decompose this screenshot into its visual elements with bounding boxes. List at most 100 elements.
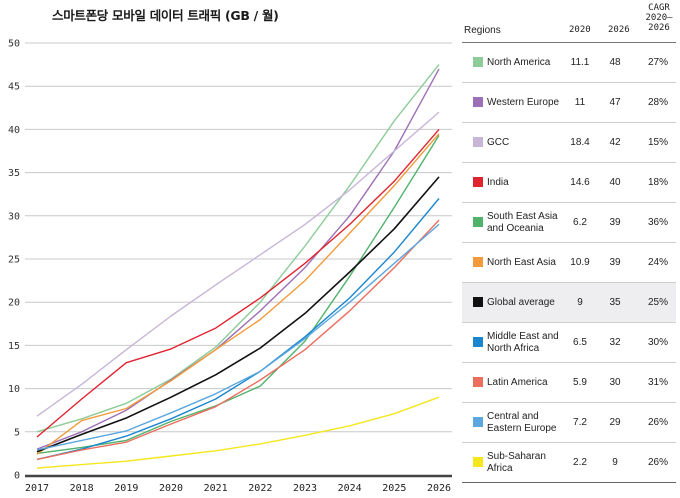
value-cagr: 26% bbox=[647, 417, 668, 428]
value-2020: 14.6 bbox=[570, 177, 590, 188]
y-tick-label: 20 bbox=[8, 298, 20, 309]
value-cagr: 24% bbox=[647, 257, 668, 268]
table-row: Middle East and North Africa 6.5 32 30% bbox=[462, 323, 676, 363]
value-2020: 6.2 bbox=[573, 217, 587, 228]
series-line-western-europe bbox=[36, 68, 440, 450]
series-line-gcc bbox=[36, 111, 440, 417]
table-row: Latin America 5.9 30 31% bbox=[462, 363, 676, 403]
chart-title: 스마트폰당 모바일 데이터 트래픽 (GB / 월) bbox=[52, 8, 279, 23]
y-tick-label: 15 bbox=[8, 341, 20, 352]
series-line-latin-america bbox=[36, 219, 440, 461]
header-cagr-line3: 2026 bbox=[648, 23, 670, 33]
value-2026: 47 bbox=[609, 97, 621, 108]
x-tick-label: 2019 bbox=[114, 483, 138, 494]
legend-swatch-icon bbox=[473, 417, 483, 427]
header-2026: 2026 bbox=[608, 25, 630, 35]
header-2020: 2020 bbox=[569, 25, 591, 35]
legend-swatch-icon bbox=[473, 57, 483, 67]
region-name: Central and Eastern Europe bbox=[487, 411, 557, 434]
x-tick-label: 2022 bbox=[248, 483, 272, 494]
x-axis-ticks: 2017 2018 2019 2020 2021 2022 2023 2024 2025 2026 bbox=[25, 483, 451, 494]
table-row: GCC 18.4 42 15% bbox=[462, 123, 676, 163]
value-cagr: 36% bbox=[647, 217, 668, 228]
table-row: Western Europe 11 47 28% bbox=[462, 83, 676, 123]
legend-swatch-icon bbox=[473, 177, 483, 187]
y-tick-label: 50 bbox=[8, 39, 20, 50]
value-2020: 18.4 bbox=[570, 137, 590, 148]
region-name: Latin America bbox=[487, 376, 548, 388]
value-cagr: 31% bbox=[647, 377, 668, 388]
value-2026: 39 bbox=[609, 257, 621, 268]
x-tick-label: 2020 bbox=[159, 483, 183, 494]
header-regions: Regions bbox=[464, 25, 501, 36]
legend-swatch-icon bbox=[473, 457, 483, 467]
series-line-north-east-asia bbox=[36, 133, 440, 455]
header-cagr-line2: 2020– bbox=[645, 13, 673, 23]
value-cagr: 26% bbox=[647, 457, 668, 468]
legend-swatch-icon bbox=[473, 97, 483, 107]
legend-swatch-icon bbox=[473, 217, 483, 227]
region-name: North America bbox=[487, 56, 551, 68]
y-tick-label: 35 bbox=[8, 168, 20, 179]
table-row: India 14.6 40 18% bbox=[462, 163, 676, 203]
region-name: Western Europe bbox=[487, 96, 560, 108]
series-line-north-america bbox=[36, 64, 440, 433]
region-name: North East Asia bbox=[487, 256, 556, 268]
region-name: India bbox=[487, 176, 509, 188]
legend-swatch-icon bbox=[473, 257, 483, 267]
x-tick-label: 2026 bbox=[427, 483, 451, 494]
value-cagr: 18% bbox=[647, 177, 668, 188]
value-cagr: 27% bbox=[647, 57, 668, 68]
series-line-india bbox=[36, 128, 440, 438]
legend-swatch-icon bbox=[473, 377, 483, 387]
value-2026: 9 bbox=[612, 457, 618, 468]
table-row: South East Asia and Oceania 6.2 39 36% bbox=[462, 203, 676, 243]
x-tick-label: 2021 bbox=[204, 483, 228, 494]
series-line-central-and-eastern-europe bbox=[36, 223, 440, 451]
value-2020: 11.1 bbox=[570, 57, 590, 68]
x-tick-label: 2018 bbox=[70, 483, 94, 494]
legend-swatch-icon bbox=[473, 137, 483, 147]
value-2020: 6.5 bbox=[573, 337, 587, 348]
y-tick-label: 25 bbox=[8, 255, 20, 266]
value-2026: 29 bbox=[609, 417, 621, 428]
table-row: Sub-Saharan Africa 2.2 9 26% bbox=[462, 443, 676, 483]
gridlines bbox=[25, 42, 452, 433]
series-line-sub-saharan-africa bbox=[36, 396, 440, 469]
region-name: Sub-Saharan Africa bbox=[487, 451, 546, 474]
y-tick-label: 5 bbox=[14, 427, 20, 438]
value-cagr: 15% bbox=[647, 137, 668, 148]
value-2026: 48 bbox=[609, 57, 621, 68]
series-line-global-average bbox=[36, 176, 440, 453]
header-cagr-line1: CAGR bbox=[648, 3, 670, 13]
table-row: North America 11.1 48 27% bbox=[462, 43, 676, 83]
value-cagr: 30% bbox=[647, 337, 668, 348]
x-tick-label: 2024 bbox=[338, 483, 362, 494]
value-cagr: 28% bbox=[647, 97, 668, 108]
y-tick-label: 45 bbox=[8, 82, 20, 93]
value-2026: 39 bbox=[609, 217, 621, 228]
table-row: North East Asia 10.9 39 24% bbox=[462, 243, 676, 283]
value-2026: 30 bbox=[609, 377, 621, 388]
value-2020: 11 bbox=[574, 97, 586, 108]
x-tick-label: 2017 bbox=[25, 483, 49, 494]
table-row: Central and Eastern Europe 7.2 29 26% bbox=[462, 403, 676, 443]
legend-swatch-icon bbox=[473, 297, 483, 307]
value-2026: 35 bbox=[609, 297, 621, 308]
x-tick-label: 2023 bbox=[293, 483, 317, 494]
value-2026: 40 bbox=[609, 177, 621, 188]
series-lines bbox=[36, 64, 440, 469]
value-2020: 5.9 bbox=[573, 377, 587, 388]
series-line-middle-east-and-north-africa bbox=[36, 198, 440, 461]
table-header: Regions 2020 2026 CAGR 2020– 2026 bbox=[462, 0, 676, 43]
table-row: Global average 9 35 25% bbox=[462, 283, 676, 323]
value-2020: 9 bbox=[577, 297, 583, 308]
legend-swatch-icon bbox=[473, 337, 483, 347]
region-name: GCC bbox=[487, 136, 510, 148]
y-tick-label: 0 bbox=[14, 471, 20, 482]
value-2020: 2.2 bbox=[573, 457, 587, 468]
region-name: South East Asia and Oceania bbox=[487, 211, 558, 234]
value-2026: 32 bbox=[609, 337, 621, 348]
region-name: Global average bbox=[487, 296, 555, 308]
